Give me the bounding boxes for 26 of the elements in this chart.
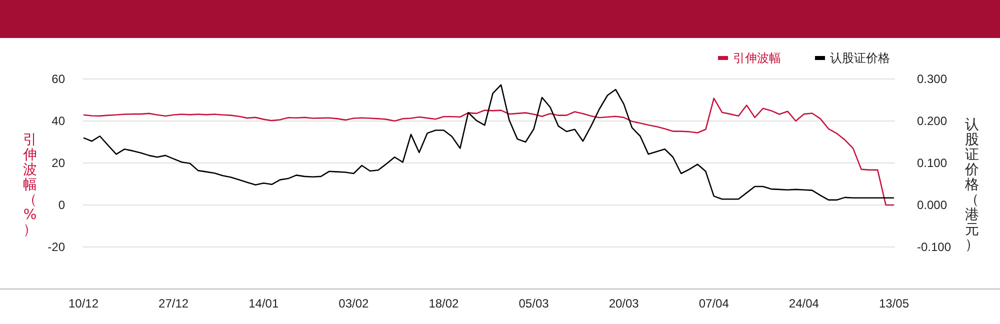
- y-axis-title: 引伸波幅（%）: [22, 132, 37, 238]
- y-tick-label: 40: [52, 114, 66, 128]
- x-tick-label: 27/12: [158, 296, 189, 311]
- y2-tick-label: 0.200: [917, 114, 948, 128]
- text: 认股证价格（港元）: [965, 117, 979, 253]
- y2-tick-label: 0.000: [917, 198, 948, 212]
- y2-tick-label: 0.100: [917, 156, 948, 170]
- y-tick-label: 20: [52, 156, 66, 170]
- y2-tick-label: 0.300: [917, 72, 948, 86]
- x-tick-label: 05/03: [518, 296, 550, 311]
- x-tick-label: 24/04: [788, 296, 820, 311]
- x-tick-label: 10/12: [68, 296, 99, 311]
- y-tick-label: 0: [58, 198, 66, 212]
- line-series: [82, 98, 895, 206]
- line-series: [82, 84, 895, 201]
- legend-label: 引伸波幅: [733, 51, 781, 65]
- y-tick-label: 60: [52, 72, 66, 86]
- x-tick-label: 13/05: [878, 296, 910, 311]
- x-tick-label: 07/04: [698, 296, 730, 311]
- y2-tick-label: -0.100: [917, 240, 952, 254]
- x-tick-label: 18/02: [428, 296, 460, 311]
- x-tick-label: 20/03: [608, 296, 640, 311]
- x-tick-label: 03/02: [338, 296, 370, 311]
- x-tick-label: 14/01: [248, 296, 279, 311]
- y-tick-label: -20: [48, 240, 66, 254]
- legend-label: 认股证价格: [830, 51, 890, 65]
